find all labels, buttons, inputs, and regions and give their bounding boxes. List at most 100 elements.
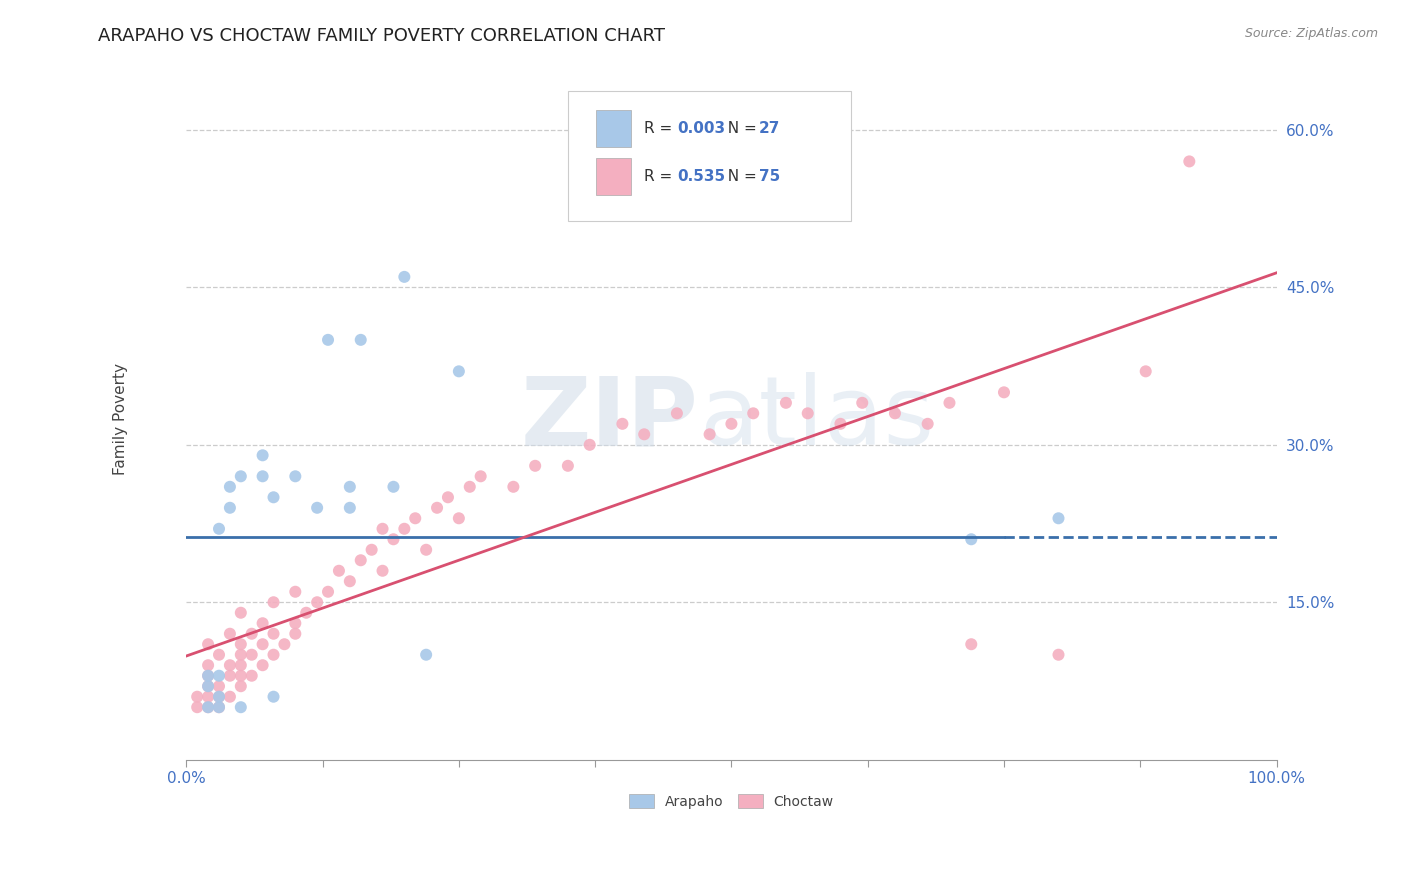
Point <box>524 458 547 473</box>
Point <box>742 406 765 420</box>
Point <box>197 669 219 683</box>
Point <box>229 669 252 683</box>
Point <box>284 584 307 599</box>
Point <box>699 427 721 442</box>
Point <box>830 417 852 431</box>
Text: ZIP: ZIP <box>520 372 699 465</box>
Point <box>229 679 252 693</box>
FancyBboxPatch shape <box>568 91 852 220</box>
Point <box>219 669 242 683</box>
Point <box>415 542 437 557</box>
Point <box>208 690 231 704</box>
Point <box>394 269 416 284</box>
Point <box>252 448 274 462</box>
Point <box>633 427 655 442</box>
Point <box>917 417 939 431</box>
Point <box>371 564 394 578</box>
FancyBboxPatch shape <box>596 158 631 195</box>
Text: N =: N = <box>718 169 762 184</box>
Point <box>197 700 219 714</box>
Point <box>993 385 1015 400</box>
Point <box>960 637 983 651</box>
Point <box>208 522 231 536</box>
Point <box>219 500 242 515</box>
Point <box>360 542 382 557</box>
Point <box>1135 364 1157 378</box>
Point <box>328 564 350 578</box>
Point <box>208 700 231 714</box>
Point <box>307 595 329 609</box>
Point <box>263 490 285 504</box>
Point <box>295 606 318 620</box>
Point <box>263 648 285 662</box>
Text: Source: ZipAtlas.com: Source: ZipAtlas.com <box>1244 27 1378 40</box>
Legend: Arapaho, Choctaw: Arapaho, Choctaw <box>623 789 839 814</box>
Point <box>197 700 219 714</box>
Point <box>960 533 983 547</box>
Point <box>382 533 405 547</box>
Point <box>557 458 579 473</box>
Point <box>578 438 600 452</box>
Point <box>252 469 274 483</box>
Point <box>426 500 449 515</box>
FancyBboxPatch shape <box>596 110 631 147</box>
Text: 0.003: 0.003 <box>676 121 725 136</box>
Point <box>219 626 242 640</box>
Point <box>470 469 492 483</box>
Point <box>197 637 219 651</box>
Point <box>240 626 263 640</box>
Point <box>502 480 524 494</box>
Point <box>382 480 405 494</box>
Point <box>339 574 361 589</box>
Point <box>1178 154 1201 169</box>
Point <box>884 406 907 420</box>
Point <box>229 658 252 673</box>
Point <box>252 637 274 651</box>
Point <box>415 648 437 662</box>
Point <box>263 690 285 704</box>
Point <box>186 690 208 704</box>
Point <box>229 700 252 714</box>
Text: N =: N = <box>718 121 762 136</box>
Point <box>263 626 285 640</box>
Point <box>208 700 231 714</box>
Text: atlas: atlas <box>699 372 934 465</box>
Point <box>938 396 960 410</box>
Text: 27: 27 <box>759 121 780 136</box>
Point <box>796 406 818 420</box>
Point <box>240 648 263 662</box>
Point <box>665 406 688 420</box>
Point <box>371 522 394 536</box>
Point <box>307 500 329 515</box>
Point <box>339 480 361 494</box>
Point <box>197 669 219 683</box>
Point <box>229 469 252 483</box>
Point <box>404 511 426 525</box>
Point <box>208 669 231 683</box>
Point <box>273 637 295 651</box>
Point <box>197 690 219 704</box>
Point <box>219 480 242 494</box>
Point <box>447 364 470 378</box>
Point <box>284 616 307 631</box>
Text: Family Poverty: Family Poverty <box>114 362 128 475</box>
Point <box>612 417 634 431</box>
Point <box>229 637 252 651</box>
Text: R =: R = <box>644 121 678 136</box>
Point <box>229 648 252 662</box>
Point <box>240 669 263 683</box>
Text: 75: 75 <box>759 169 780 184</box>
Point <box>447 511 470 525</box>
Point <box>197 658 219 673</box>
Text: 0.535: 0.535 <box>676 169 725 184</box>
Point <box>219 690 242 704</box>
Point <box>186 700 208 714</box>
Point <box>208 648 231 662</box>
Point <box>775 396 797 410</box>
Point <box>263 595 285 609</box>
Point <box>339 500 361 515</box>
Point <box>1047 511 1070 525</box>
Point <box>316 584 339 599</box>
Point <box>197 679 219 693</box>
Text: R =: R = <box>644 169 678 184</box>
